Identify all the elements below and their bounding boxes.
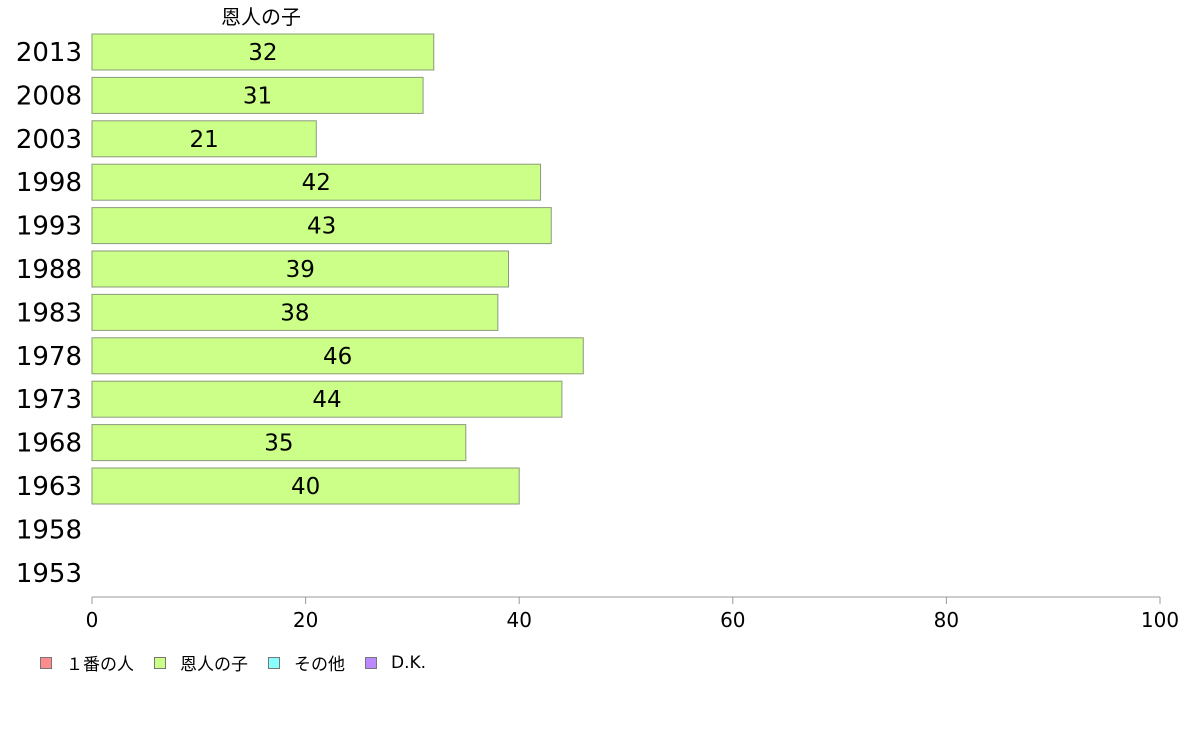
- y-tick-label: 1973: [16, 385, 82, 415]
- y-tick-label: 1968: [16, 429, 82, 459]
- bar: [91, 120, 317, 158]
- bar-value-label: 44: [312, 387, 341, 413]
- bar-group: 32 31 21 42 43 39 38 46 44 35 40: [91, 33, 584, 505]
- bar: [91, 163, 542, 201]
- bar-value-label: 39: [286, 257, 315, 283]
- bar: [91, 467, 520, 505]
- bar: [91, 250, 510, 288]
- y-tick-label: 1958: [16, 515, 82, 545]
- legend-item: D.K.: [365, 653, 426, 673]
- legend-swatch: [365, 656, 377, 669]
- legend-label: その他: [294, 655, 345, 675]
- y-tick-label: 1988: [16, 255, 82, 285]
- bar: [91, 76, 424, 114]
- bar-value-label: 31: [243, 83, 272, 109]
- bar-value-label: 38: [280, 300, 309, 326]
- legend-label: １番の人: [66, 655, 134, 675]
- bar-value-label: 46: [323, 344, 352, 370]
- x-tick-label: 40: [506, 608, 531, 632]
- bar: [91, 207, 552, 245]
- y-tick-label: 2003: [16, 125, 82, 155]
- bar: [91, 33, 435, 71]
- x-tick-label: 60: [720, 608, 745, 632]
- x-tick-label: 80: [934, 608, 959, 632]
- y-tick-label: 1993: [16, 212, 82, 242]
- y-tick-label: 1998: [16, 168, 82, 198]
- legend-item: １番の人: [40, 650, 134, 675]
- bar: [91, 424, 467, 462]
- legend-item: 恩人の子: [154, 650, 248, 675]
- y-tick-label: 1963: [16, 472, 82, 502]
- y-axis-labels: 2013 2008 2003 1998 1993 1988 1983 1978 1973 1968…: [16, 38, 82, 589]
- bar-value-label: 43: [307, 214, 336, 240]
- legend: １番の人 恩人の子 その他 D.K.: [40, 650, 446, 675]
- y-tick-label: 2008: [16, 81, 82, 111]
- chart-title: 恩人の子: [221, 5, 301, 29]
- bar-value-label: 21: [189, 127, 218, 153]
- x-axis: 0 20 40 60 80 100: [86, 596, 1179, 632]
- bar-value-label: 40: [291, 474, 320, 500]
- y-tick-label: 2013: [16, 38, 82, 68]
- x-tick-label: 100: [1141, 608, 1179, 632]
- bar: [91, 380, 563, 418]
- y-tick-label: 1953: [16, 559, 82, 589]
- bar: [91, 293, 499, 331]
- x-tick-label: 20: [293, 608, 318, 632]
- x-tick-label: 0: [86, 608, 99, 632]
- legend-swatch: [40, 656, 52, 669]
- bar-value-label: 35: [264, 431, 293, 457]
- legend-label: D.K.: [391, 652, 427, 673]
- legend-swatch: [268, 656, 280, 669]
- y-tick-label: 1983: [16, 298, 82, 328]
- bar-value-label: 32: [248, 40, 277, 66]
- legend-label: 恩人の子: [180, 655, 248, 675]
- legend-item: その他: [268, 650, 345, 675]
- y-tick-label: 1978: [16, 342, 82, 372]
- bar-value-label: 42: [302, 170, 331, 196]
- bar: [91, 337, 584, 375]
- legend-swatch: [154, 656, 166, 669]
